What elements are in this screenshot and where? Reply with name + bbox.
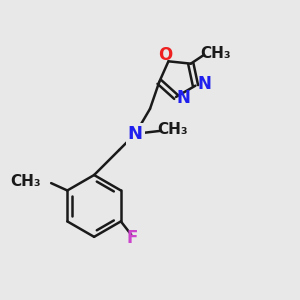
Text: O: O [158,46,172,64]
Text: N: N [128,125,143,143]
Text: N: N [197,75,211,93]
Text: CH₃: CH₃ [158,122,188,137]
Text: N: N [176,89,190,107]
Text: F: F [127,229,138,247]
Text: CH₃: CH₃ [10,174,41,189]
Text: CH₃: CH₃ [200,46,230,61]
